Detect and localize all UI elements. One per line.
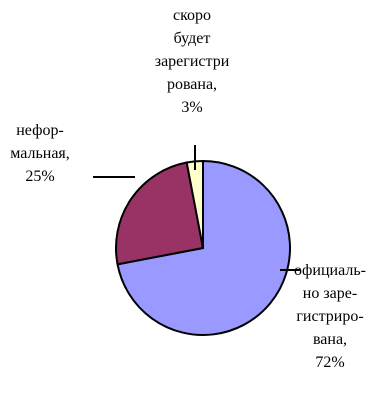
- data-label-line: рована,: [167, 76, 217, 93]
- data-label-line: официаль-: [294, 262, 366, 279]
- data-label-line: 72%: [315, 354, 344, 371]
- data-label-line: нефор-: [16, 122, 64, 139]
- data-label-line: мальная,: [10, 145, 70, 162]
- data-label-line: 25%: [25, 168, 54, 185]
- label-soon-registered: скоро будет зарегистри рована, 3%: [155, 7, 230, 116]
- label-officially-registered: официаль-но заре-гистриро-вана, 72%: [294, 262, 366, 371]
- data-label-line: но заре-: [303, 285, 357, 302]
- data-label-line: 3%: [181, 99, 202, 116]
- slice-informal: [115, 161, 205, 266]
- data-label-line: вана,: [313, 331, 347, 348]
- data-label-line: зарегистри: [155, 53, 230, 70]
- data-label-line: гистриро-: [296, 308, 363, 325]
- label-informal: нефор-мальная, 25%: [10, 122, 70, 185]
- data-label-line: будет: [174, 30, 211, 47]
- data-label-line: скоро: [173, 7, 211, 24]
